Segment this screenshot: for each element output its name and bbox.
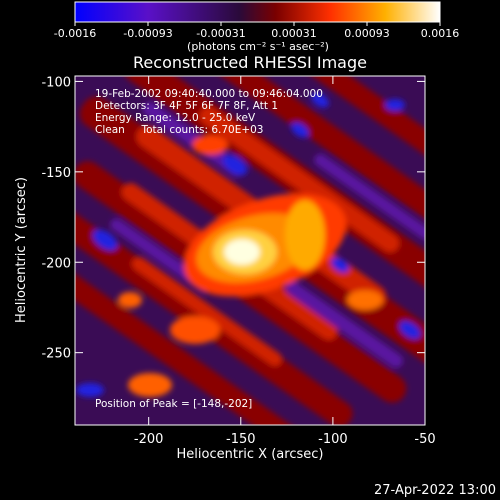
y-tick-label: -250 (41, 347, 71, 362)
x-axis-label: Heliocentric X (arcsec) (177, 447, 324, 462)
y-tick-label: -150 (41, 166, 71, 181)
colorbar-tick-label: 0.00093 (344, 27, 390, 40)
peak-position-label: Position of Peak = [-148,-202] (95, 398, 252, 410)
x-axis-ticks: -200 -150 -100 -50 (134, 76, 436, 447)
observation-annotations: 19-Feb-2002 09:40:40.000 to 09:46:04.000… (95, 88, 323, 136)
colorbar-tick-label: -0.00031 (196, 27, 245, 40)
y-tick-label: -100 (41, 75, 71, 90)
colorbar-ticks: -0.0016 -0.00093 -0.00031 0.00031 0.00093 0.0… (54, 22, 459, 40)
x-tick-label: -50 (414, 432, 435, 447)
colorbar-tick-label: -0.00093 (123, 27, 172, 40)
colorbar-tick-label: -0.0016 (54, 27, 96, 40)
chart-title: Reconstructed RHESSI Image (133, 53, 367, 72)
colorbar-tick-label: 0.00031 (271, 27, 317, 40)
generation-timestamp: 27-Apr-2022 13:00 (374, 483, 496, 498)
annotation-time-range: 19-Feb-2002 09:40:40.000 to 09:46:04.000 (95, 88, 323, 100)
colorbar-unit-label: (photons cm⁻² s⁻¹ asec⁻²) (187, 40, 329, 53)
plot-frame (74, 75, 426, 426)
colorbar-tick-label: 0.0016 (421, 27, 460, 40)
colorbar (74, 1, 441, 23)
annotation-clean-counts: Clean Total counts: 6.70E+03 (95, 124, 264, 136)
annotation-detectors: Detectors: 3F 4F 5F 6F 7F 8F, Att 1 (95, 100, 278, 112)
y-axis-label: Heliocentric Y (arcsec) (14, 177, 29, 323)
y-tick-label: -200 (41, 256, 71, 271)
x-tick-label: -150 (226, 432, 256, 447)
x-tick-label: -200 (134, 432, 164, 447)
y-axis-ticks: -100 -150 -200 -250 (41, 75, 425, 362)
x-tick-label: -100 (318, 432, 348, 447)
annotation-energy-range: Energy Range: 12.0 - 25.0 keV (95, 112, 256, 124)
